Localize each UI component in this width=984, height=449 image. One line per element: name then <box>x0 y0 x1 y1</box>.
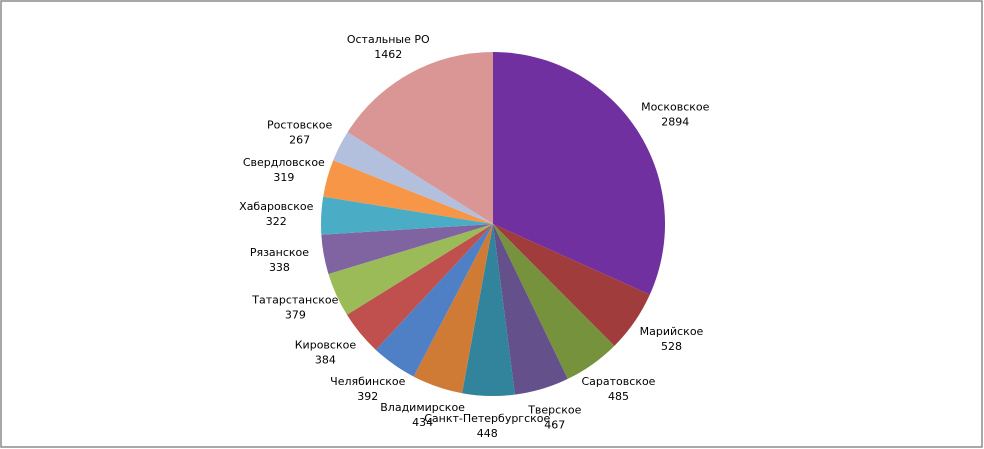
slice-label: Рязанское <box>250 246 309 259</box>
pie-slice <box>493 224 568 395</box>
slice-label: Саратовское <box>582 375 656 388</box>
slice-value: 322 <box>266 215 287 228</box>
slice-value: 1462 <box>374 48 402 61</box>
pie-slice <box>413 224 493 394</box>
pie-slice <box>333 132 493 224</box>
slice-value: 379 <box>285 308 306 321</box>
slice-value: 384 <box>315 353 336 366</box>
slice-label: Тверское <box>527 404 581 417</box>
slice-value: 267 <box>289 133 310 146</box>
slice-value: 485 <box>608 390 629 403</box>
slice-label: Кировское <box>295 338 357 351</box>
pie-slice <box>493 52 665 295</box>
slice-label: Хабаровское <box>239 200 313 213</box>
slice-value: 528 <box>661 340 682 353</box>
pie-slice <box>328 224 493 315</box>
pie-slice <box>321 196 493 235</box>
slice-label: Свердловское <box>243 156 325 169</box>
pie-slice <box>323 160 493 224</box>
pie-slice <box>375 224 493 377</box>
slice-value: 467 <box>544 419 565 432</box>
pie-slice <box>321 224 493 275</box>
slice-label: Владимирское <box>380 401 465 414</box>
slice-label: Марийское <box>640 325 704 338</box>
pie-slice <box>493 224 615 379</box>
slice-value: 434 <box>412 416 433 429</box>
slice-label: Московское <box>641 100 710 113</box>
slice-value: 448 <box>477 427 498 440</box>
slice-value: 319 <box>273 171 294 184</box>
pie-slice <box>346 224 493 350</box>
slice-label: Татарстанское <box>251 293 338 306</box>
slice-label: Челябинское <box>330 375 406 388</box>
pie-slice <box>493 224 650 346</box>
slice-value: 338 <box>269 261 290 274</box>
slice-label: Ростовское <box>267 118 332 131</box>
pie-slice <box>347 51 493 224</box>
slice-label: Санкт-Петербургское <box>424 412 550 425</box>
slice-value: 2894 <box>661 115 689 128</box>
slice-label: Остальные РО <box>347 33 430 46</box>
slice-value: 392 <box>357 390 378 403</box>
pie-slice <box>462 224 515 396</box>
